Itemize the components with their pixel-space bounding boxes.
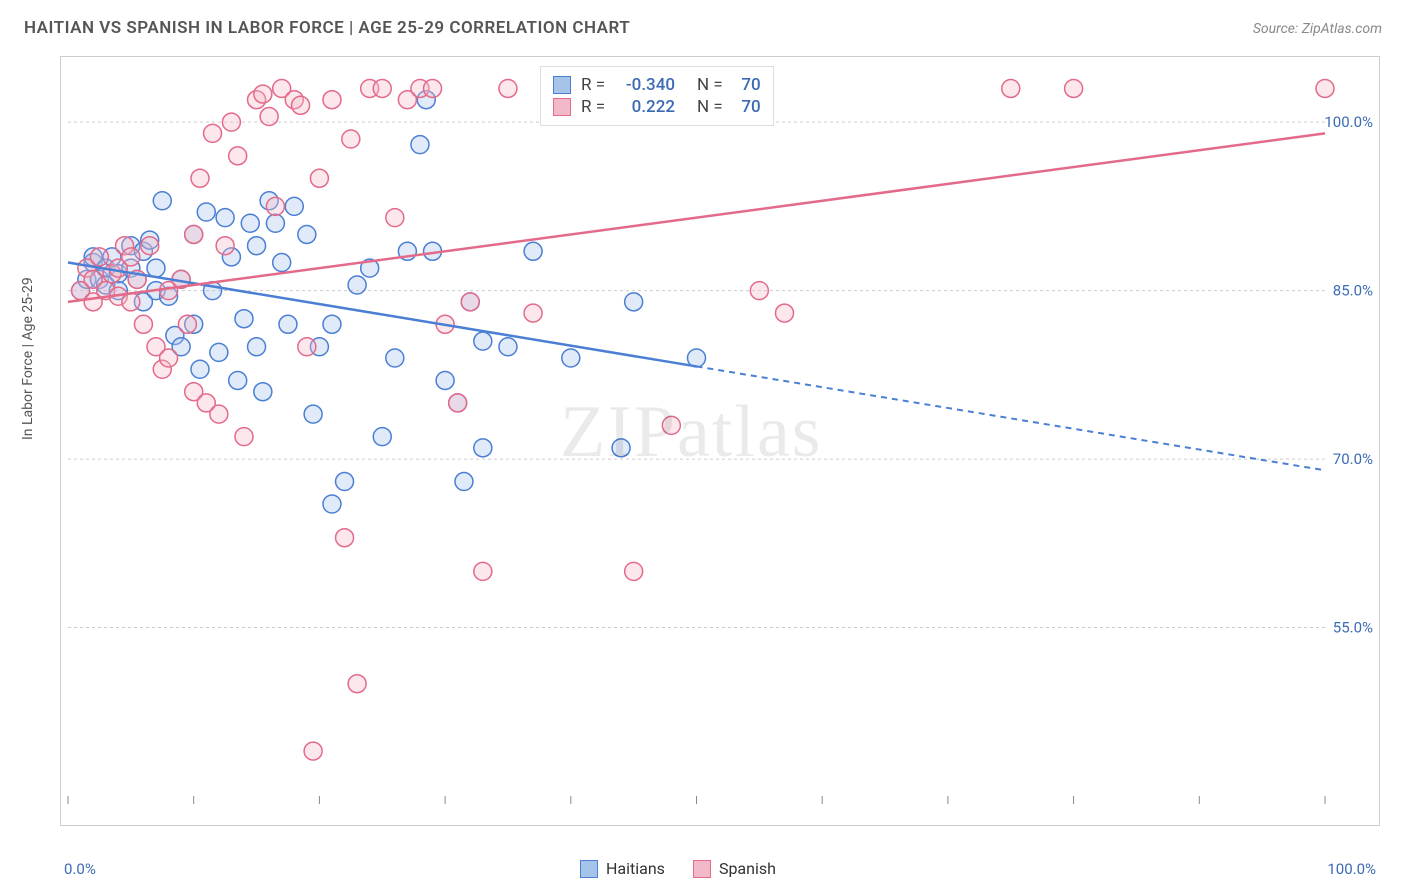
correlation-legend: R = -0.340 N = 70 R = 0.222 N = 70 bbox=[540, 66, 774, 126]
chart-title: HAITIAN VS SPANISH IN LABOR FORCE | AGE … bbox=[24, 18, 630, 38]
r-value: 0.222 bbox=[615, 97, 675, 117]
legend-swatch bbox=[693, 860, 711, 878]
series-legend: Haitians Spanish bbox=[580, 859, 776, 878]
svg-text:70.0%: 70.0% bbox=[1333, 450, 1373, 468]
r-value: -0.340 bbox=[615, 75, 675, 95]
svg-text:55.0%: 55.0% bbox=[1333, 619, 1373, 637]
r-label: R = bbox=[581, 97, 605, 117]
legend-stat-row: R = 0.222 N = 70 bbox=[553, 97, 761, 117]
r-label: R = bbox=[581, 75, 605, 95]
legend-swatch bbox=[580, 860, 598, 878]
y-axis-label: In Labor Force | Age 25-29 bbox=[20, 277, 36, 440]
legend-swatch bbox=[553, 76, 571, 94]
n-value: 70 bbox=[733, 75, 761, 95]
svg-text:100.0%: 100.0% bbox=[1324, 113, 1373, 131]
n-label: N = bbox=[697, 97, 723, 117]
legend-series-item: Haitians bbox=[580, 859, 665, 878]
watermark: ZIPatlas bbox=[560, 390, 823, 475]
svg-text:85.0%: 85.0% bbox=[1333, 282, 1373, 300]
legend-series-label: Spanish bbox=[719, 859, 776, 878]
legend-swatch bbox=[553, 98, 571, 116]
legend-stat-row: R = -0.340 N = 70 bbox=[553, 75, 761, 95]
n-value: 70 bbox=[733, 97, 761, 117]
x-axis-max-label: 100.0% bbox=[1327, 860, 1376, 878]
n-label: N = bbox=[697, 75, 723, 95]
legend-series-item: Spanish bbox=[693, 859, 776, 878]
source-attribution: Source: ZipAtlas.com bbox=[1253, 21, 1382, 37]
x-axis-min-label: 0.0% bbox=[64, 860, 96, 878]
legend-series-label: Haitians bbox=[606, 859, 665, 878]
